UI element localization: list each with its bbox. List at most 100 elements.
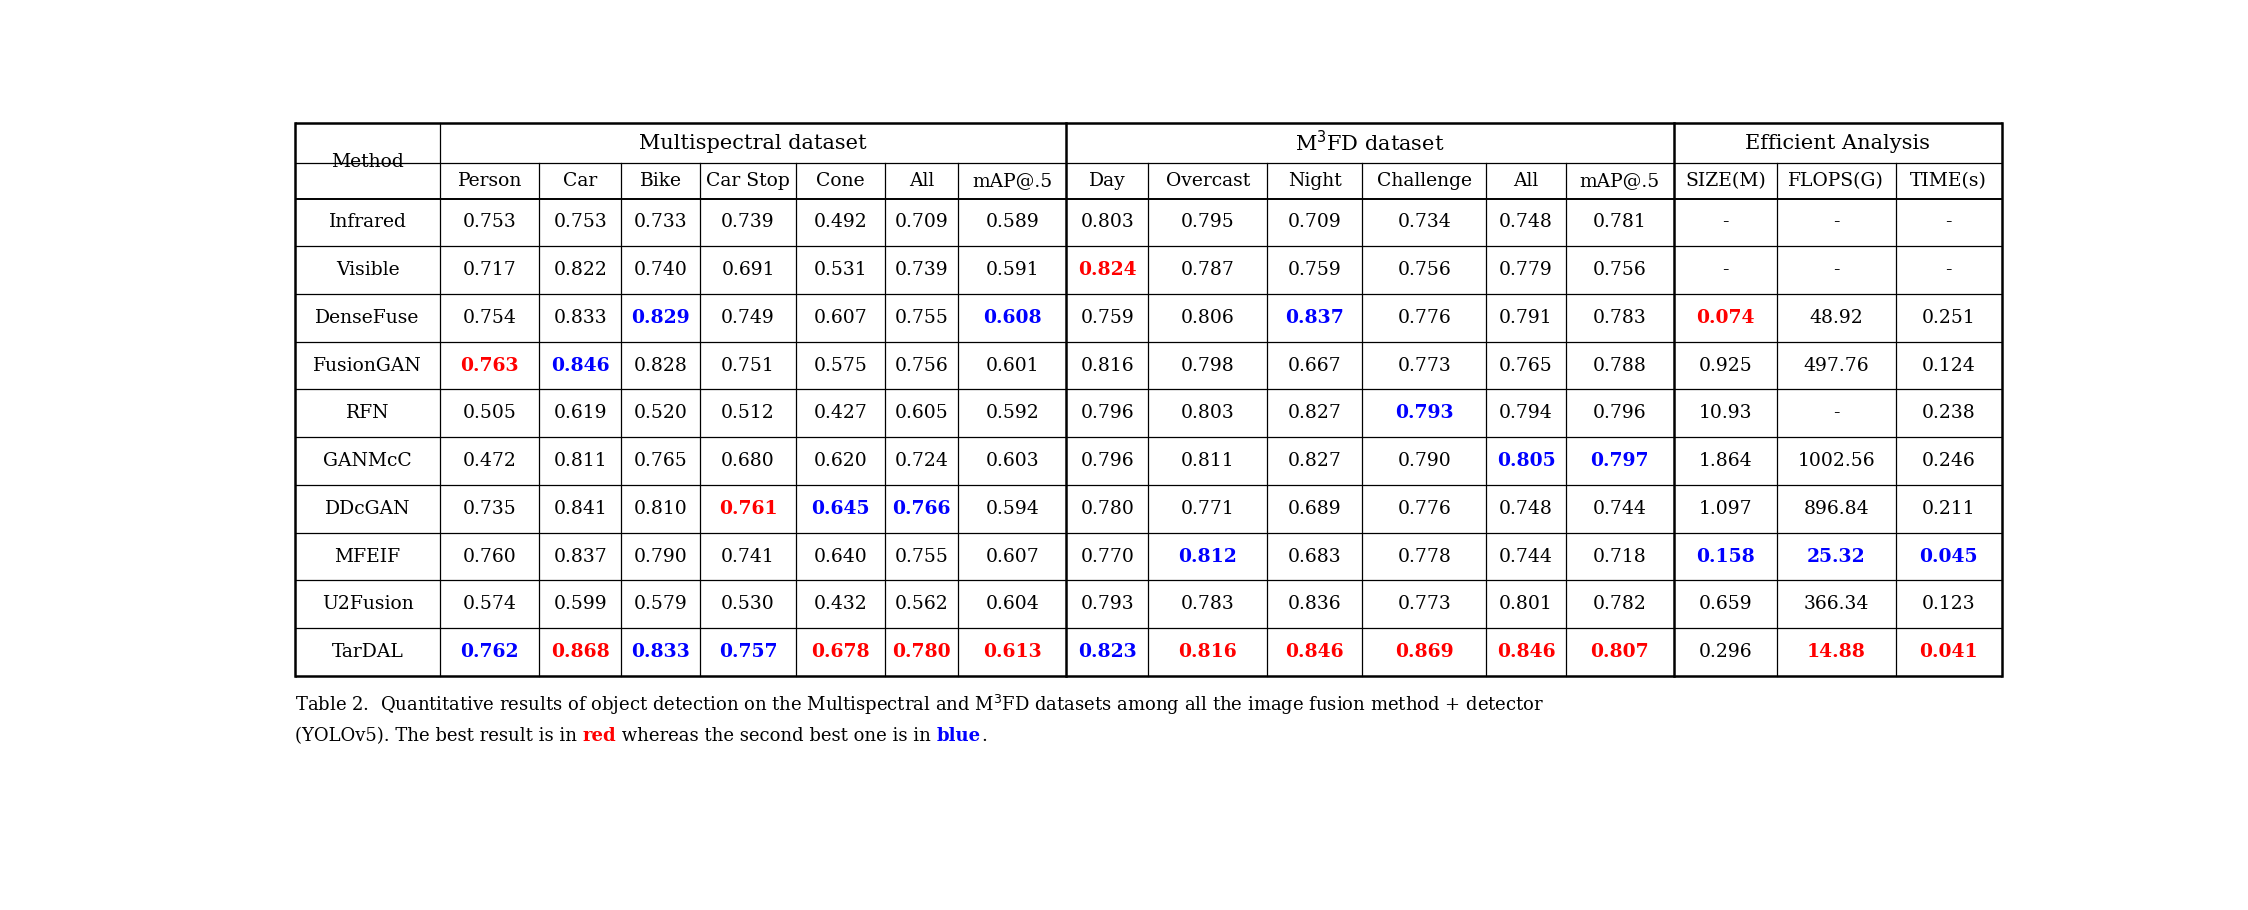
Text: 0.795: 0.795 — [1180, 213, 1234, 231]
Text: All: All — [908, 172, 935, 190]
Text: .: . — [980, 727, 987, 745]
Text: 0.801: 0.801 — [1499, 595, 1553, 613]
Text: 0.589: 0.589 — [985, 213, 1039, 231]
Text: 0.797: 0.797 — [1592, 452, 1650, 470]
Text: 0.765: 0.765 — [1499, 357, 1553, 375]
Text: 0.689: 0.689 — [1288, 500, 1342, 518]
Text: 0.781: 0.781 — [1594, 213, 1646, 231]
Text: 0.613: 0.613 — [982, 643, 1041, 661]
Text: 0.620: 0.620 — [814, 452, 868, 470]
Text: 0.846: 0.846 — [1286, 643, 1344, 661]
Text: 0.925: 0.925 — [1699, 357, 1751, 375]
Text: 0.759: 0.759 — [1288, 261, 1342, 279]
Text: 896.84: 896.84 — [1803, 500, 1868, 518]
Text: RFN: RFN — [346, 404, 389, 422]
Text: 0.158: 0.158 — [1695, 548, 1756, 566]
Text: 0.790: 0.790 — [1398, 452, 1452, 470]
Text: 1.864: 1.864 — [1699, 452, 1751, 470]
Text: 0.753: 0.753 — [463, 213, 517, 231]
Text: 0.619: 0.619 — [553, 404, 607, 422]
Text: 0.505: 0.505 — [463, 404, 517, 422]
Text: 0.816: 0.816 — [1081, 357, 1133, 375]
Text: 0.604: 0.604 — [985, 595, 1039, 613]
Text: 0.823: 0.823 — [1077, 643, 1137, 661]
Text: 0.807: 0.807 — [1589, 643, 1650, 661]
Text: 0.763: 0.763 — [461, 357, 519, 375]
Text: 0.709: 0.709 — [895, 213, 949, 231]
Text: 0.603: 0.603 — [985, 452, 1039, 470]
Text: -: - — [1722, 261, 1729, 279]
Text: blue: blue — [937, 727, 980, 745]
Text: -: - — [1832, 213, 1839, 231]
Text: 0.793: 0.793 — [1396, 404, 1454, 422]
Text: 0.607: 0.607 — [814, 308, 868, 327]
Text: 0.744: 0.744 — [1499, 548, 1553, 566]
Text: Challenge: Challenge — [1376, 172, 1472, 190]
Text: 0.739: 0.739 — [722, 213, 776, 231]
Text: -: - — [1722, 213, 1729, 231]
Text: 0.246: 0.246 — [1922, 452, 1976, 470]
Text: 0.759: 0.759 — [1081, 308, 1135, 327]
Text: 0.640: 0.640 — [814, 548, 868, 566]
Text: Night: Night — [1288, 172, 1342, 190]
Text: 0.645: 0.645 — [812, 500, 870, 518]
Text: TarDAL: TarDAL — [333, 643, 405, 661]
Text: 0.680: 0.680 — [722, 452, 776, 470]
Text: 0.762: 0.762 — [461, 643, 519, 661]
Text: 0.607: 0.607 — [985, 548, 1039, 566]
Text: 0.770: 0.770 — [1081, 548, 1135, 566]
Text: Table 2.  Quantitative results of object detection on the Multispectral and M$^3: Table 2. Quantitative results of object … — [294, 693, 1544, 717]
Text: 0.791: 0.791 — [1499, 308, 1553, 327]
Text: 0.749: 0.749 — [722, 308, 776, 327]
Text: -: - — [1832, 404, 1839, 422]
Text: 0.592: 0.592 — [985, 404, 1039, 422]
Text: 0.734: 0.734 — [1398, 213, 1452, 231]
Text: 0.757: 0.757 — [719, 643, 778, 661]
Text: 0.733: 0.733 — [634, 213, 688, 231]
Text: 0.803: 0.803 — [1081, 213, 1135, 231]
Text: 0.691: 0.691 — [722, 261, 776, 279]
Text: 0.805: 0.805 — [1497, 452, 1556, 470]
Text: FLOPS(G): FLOPS(G) — [1789, 172, 1884, 190]
Text: 0.599: 0.599 — [553, 595, 607, 613]
Text: 0.794: 0.794 — [1499, 404, 1553, 422]
Text: 0.765: 0.765 — [634, 452, 688, 470]
Text: SIZE(M): SIZE(M) — [1686, 172, 1767, 190]
Text: 0.756: 0.756 — [895, 357, 949, 375]
Text: 0.787: 0.787 — [1180, 261, 1234, 279]
Text: Visible: Visible — [335, 261, 400, 279]
Text: mAP@.5: mAP@.5 — [971, 172, 1052, 190]
Text: 0.594: 0.594 — [985, 500, 1039, 518]
Text: 0.123: 0.123 — [1922, 595, 1976, 613]
Text: 0.739: 0.739 — [895, 261, 949, 279]
Text: 0.828: 0.828 — [634, 357, 688, 375]
Text: FusionGAN: FusionGAN — [312, 357, 423, 375]
Text: 0.678: 0.678 — [812, 643, 870, 661]
Text: 0.778: 0.778 — [1398, 548, 1452, 566]
Text: 0.659: 0.659 — [1699, 595, 1751, 613]
Text: 0.833: 0.833 — [553, 308, 607, 327]
Text: 0.520: 0.520 — [634, 404, 688, 422]
Text: 0.824: 0.824 — [1079, 261, 1137, 279]
Text: 0.601: 0.601 — [985, 357, 1039, 375]
Text: 0.833: 0.833 — [632, 643, 690, 661]
Text: 0.683: 0.683 — [1288, 548, 1342, 566]
Text: -: - — [1832, 261, 1839, 279]
Text: 0.718: 0.718 — [1594, 548, 1646, 566]
Text: 0.492: 0.492 — [814, 213, 868, 231]
Text: 0.605: 0.605 — [895, 404, 949, 422]
Text: red: red — [582, 727, 616, 745]
Text: 0.432: 0.432 — [814, 595, 868, 613]
Text: 0.796: 0.796 — [1081, 404, 1133, 422]
Text: 0.512: 0.512 — [722, 404, 776, 422]
Text: 0.827: 0.827 — [1288, 452, 1342, 470]
Text: 0.822: 0.822 — [553, 261, 607, 279]
Text: 0.124: 0.124 — [1922, 357, 1976, 375]
Text: 0.751: 0.751 — [722, 357, 776, 375]
Text: 0.575: 0.575 — [814, 357, 868, 375]
Text: GANMcC: GANMcC — [324, 452, 411, 470]
Text: 0.811: 0.811 — [1180, 452, 1234, 470]
Text: 0.829: 0.829 — [632, 308, 690, 327]
Text: 0.530: 0.530 — [722, 595, 776, 613]
Text: 25.32: 25.32 — [1807, 548, 1866, 566]
